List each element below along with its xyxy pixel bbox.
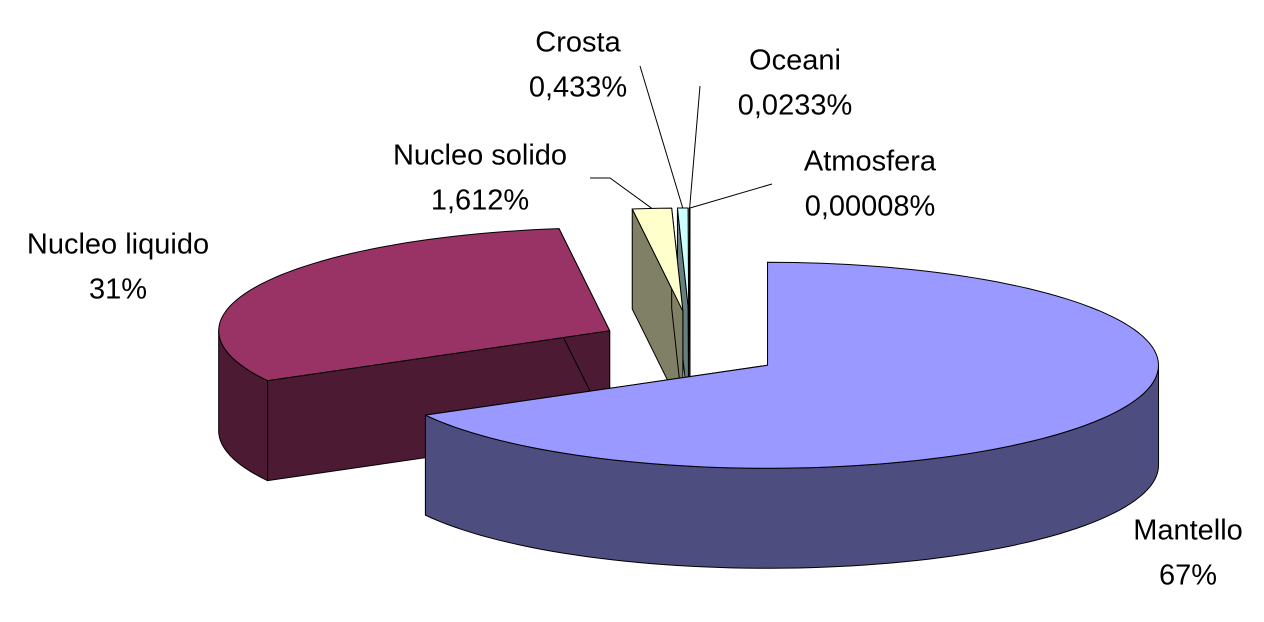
- value-label: 31%: [89, 274, 147, 306]
- slice-label: Nucleo solido: [393, 140, 567, 172]
- value-label: 0,433%: [529, 72, 627, 104]
- slice-label: Nucleo liquido: [27, 229, 209, 261]
- value-label: 1,612%: [431, 185, 529, 217]
- slice: [688, 207, 691, 312]
- slice-label: Mantello: [1133, 515, 1243, 547]
- leader-line: [689, 85, 701, 209]
- slice: [424, 261, 1160, 469]
- leader-line: [590, 177, 653, 209]
- slice: [218, 228, 611, 382]
- slice-label: Atmosfera: [804, 146, 937, 178]
- value-label: 0,0233%: [738, 90, 853, 122]
- leader-line: [639, 65, 684, 209]
- slice-label: Crosta: [535, 27, 621, 59]
- slice: [631, 207, 684, 312]
- slice: [676, 207, 690, 312]
- value-label: 67%: [1159, 560, 1217, 592]
- slice-label: Oceani: [749, 45, 841, 77]
- value-label: 0,00008%: [805, 191, 936, 223]
- leader-line: [689, 183, 773, 209]
